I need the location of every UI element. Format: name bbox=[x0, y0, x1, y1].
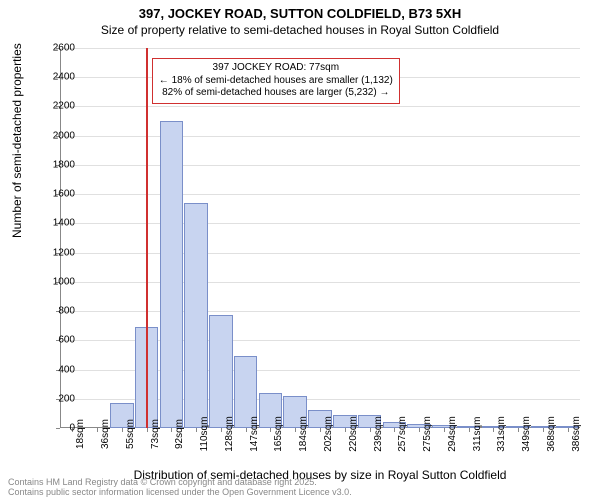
y-tick-label: 0 bbox=[35, 423, 75, 434]
grid-line bbox=[60, 311, 580, 312]
y-tick-label: 2400 bbox=[35, 72, 75, 83]
x-tick bbox=[493, 428, 494, 432]
grid-line bbox=[60, 106, 580, 107]
x-tick bbox=[246, 428, 247, 432]
x-tick-label: 368sqm bbox=[546, 416, 557, 452]
x-tick-label: 165sqm bbox=[273, 416, 284, 452]
x-tick-label: 18sqm bbox=[75, 419, 86, 449]
x-tick-label: 311sqm bbox=[472, 417, 483, 452]
grid-line bbox=[60, 253, 580, 254]
x-tick bbox=[97, 428, 98, 432]
grid-line bbox=[60, 223, 580, 224]
histogram-bar bbox=[184, 203, 208, 428]
grid-line bbox=[60, 194, 580, 195]
x-tick-label: 239sqm bbox=[373, 416, 384, 452]
x-tick bbox=[196, 428, 197, 432]
y-tick-label: 1200 bbox=[35, 247, 75, 258]
annotation-line: 82% of semi-detached houses are larger (… bbox=[159, 87, 393, 100]
x-tick bbox=[568, 428, 569, 432]
y-tick-label: 1400 bbox=[35, 218, 75, 229]
annotation-box: 397 JOCKEY ROAD: 77sqm← 18% of semi-deta… bbox=[152, 58, 400, 104]
x-tick-label: 110sqm bbox=[199, 417, 210, 452]
x-tick bbox=[295, 428, 296, 432]
x-tick-label: 73sqm bbox=[150, 419, 161, 449]
x-tick-label: 202sqm bbox=[323, 416, 334, 452]
histogram-bar bbox=[160, 121, 184, 428]
x-tick bbox=[147, 428, 148, 432]
y-tick-label: 2600 bbox=[35, 43, 75, 54]
x-tick-label: 128sqm bbox=[224, 416, 235, 452]
y-tick-label: 400 bbox=[35, 364, 75, 375]
x-tick-label: 257sqm bbox=[397, 416, 408, 452]
y-tick-label: 2000 bbox=[35, 130, 75, 141]
x-tick-label: 386sqm bbox=[571, 416, 582, 452]
x-tick bbox=[345, 428, 346, 432]
x-tick-label: 294sqm bbox=[447, 416, 458, 452]
y-axis-label: Number of semi-detached properties bbox=[10, 43, 24, 238]
x-tick bbox=[543, 428, 544, 432]
x-tick bbox=[518, 428, 519, 432]
y-tick-label: 2200 bbox=[35, 101, 75, 112]
grid-line bbox=[60, 165, 580, 166]
x-tick bbox=[270, 428, 271, 432]
y-tick-label: 800 bbox=[35, 306, 75, 317]
footnote: Contains HM Land Registry data © Crown c… bbox=[8, 478, 352, 498]
annotation-line: 397 JOCKEY ROAD: 77sqm bbox=[159, 62, 393, 75]
chart-container: 397, JOCKEY ROAD, SUTTON COLDFIELD, B73 … bbox=[0, 0, 600, 500]
x-tick bbox=[122, 428, 123, 432]
chart-title: 397, JOCKEY ROAD, SUTTON COLDFIELD, B73 … bbox=[0, 0, 600, 21]
footnote-line2: Contains public sector information licen… bbox=[8, 488, 352, 498]
x-tick bbox=[320, 428, 321, 432]
x-tick-label: 331sqm bbox=[496, 416, 507, 452]
chart-subtitle: Size of property relative to semi-detach… bbox=[0, 21, 600, 41]
x-tick-label: 275sqm bbox=[422, 416, 433, 452]
x-tick bbox=[469, 428, 470, 432]
grid-line bbox=[60, 136, 580, 137]
y-tick-label: 1600 bbox=[35, 189, 75, 200]
annotation-line: ← 18% of semi-detached houses are smalle… bbox=[159, 75, 393, 88]
x-tick-label: 349sqm bbox=[521, 416, 532, 452]
x-tick bbox=[221, 428, 222, 432]
y-tick-label: 1000 bbox=[35, 276, 75, 287]
x-tick-label: 92sqm bbox=[174, 419, 185, 449]
x-tick bbox=[394, 428, 395, 432]
x-tick bbox=[171, 428, 172, 432]
x-tick bbox=[370, 428, 371, 432]
marker-line bbox=[146, 48, 148, 428]
y-tick-label: 200 bbox=[35, 393, 75, 404]
x-tick-label: 184sqm bbox=[298, 416, 309, 452]
x-tick-label: 220sqm bbox=[348, 416, 359, 452]
grid-line bbox=[60, 48, 580, 49]
x-tick-label: 36sqm bbox=[100, 419, 111, 449]
histogram-bar bbox=[209, 315, 233, 428]
x-tick bbox=[419, 428, 420, 432]
plot-area bbox=[60, 48, 580, 428]
x-tick-label: 147sqm bbox=[249, 416, 260, 452]
y-tick-label: 600 bbox=[35, 335, 75, 346]
y-tick-label: 1800 bbox=[35, 159, 75, 170]
grid-line bbox=[60, 282, 580, 283]
x-tick bbox=[444, 428, 445, 432]
x-tick-label: 55sqm bbox=[125, 419, 136, 449]
